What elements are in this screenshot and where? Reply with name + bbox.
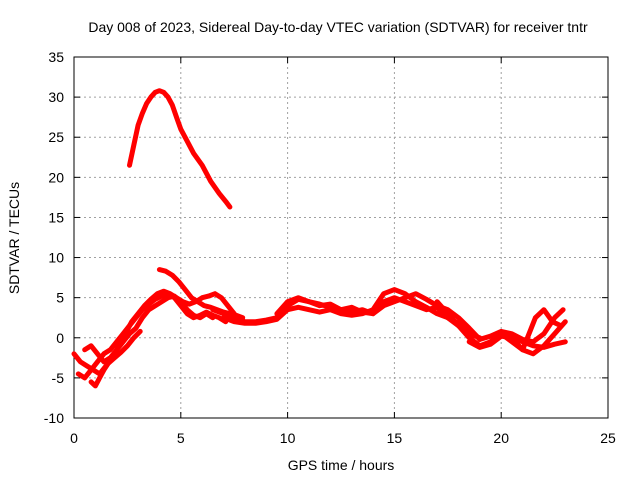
grid-lines [74,57,608,418]
chart-title: Day 008 of 2023, Sidereal Day-to-day VTE… [88,19,588,35]
x-tick-label: 25 [600,430,616,446]
series-arc-l [498,307,564,353]
x-tick-label: 5 [177,430,185,446]
series-arc-d [88,328,143,389]
y-tick-label: -10 [44,410,64,426]
series-arc-g [221,287,472,334]
x-tick-label: 15 [387,430,403,446]
tick-marks [73,56,609,419]
x-tick-label: 20 [493,430,509,446]
y-axis-title: SDTVAR / TECUs [6,182,22,294]
x-tick-labels: 0 5 10 15 20 25 [70,430,616,446]
series-arc-high [127,88,233,210]
y-tick-label: 30 [48,89,64,105]
y-tick-label: -5 [52,370,65,386]
plot-frame [73,56,609,419]
x-axis-title: GPS time / hours [288,457,395,473]
x-tick-label: 0 [70,430,78,446]
data-series [71,88,568,389]
series-arc-c [82,293,216,365]
x-tick-label: 10 [280,430,296,446]
y-tick-label: 10 [48,250,64,266]
y-tick-label: 5 [56,290,64,306]
y-tick-labels: -10 -5 0 5 10 15 20 25 30 35 [44,49,64,426]
y-tick-label: 15 [48,209,64,225]
y-tick-label: 35 [48,49,64,65]
y-tick-label: 0 [56,330,64,346]
y-tick-label: 20 [48,169,64,185]
y-tick-label: 25 [48,129,64,145]
